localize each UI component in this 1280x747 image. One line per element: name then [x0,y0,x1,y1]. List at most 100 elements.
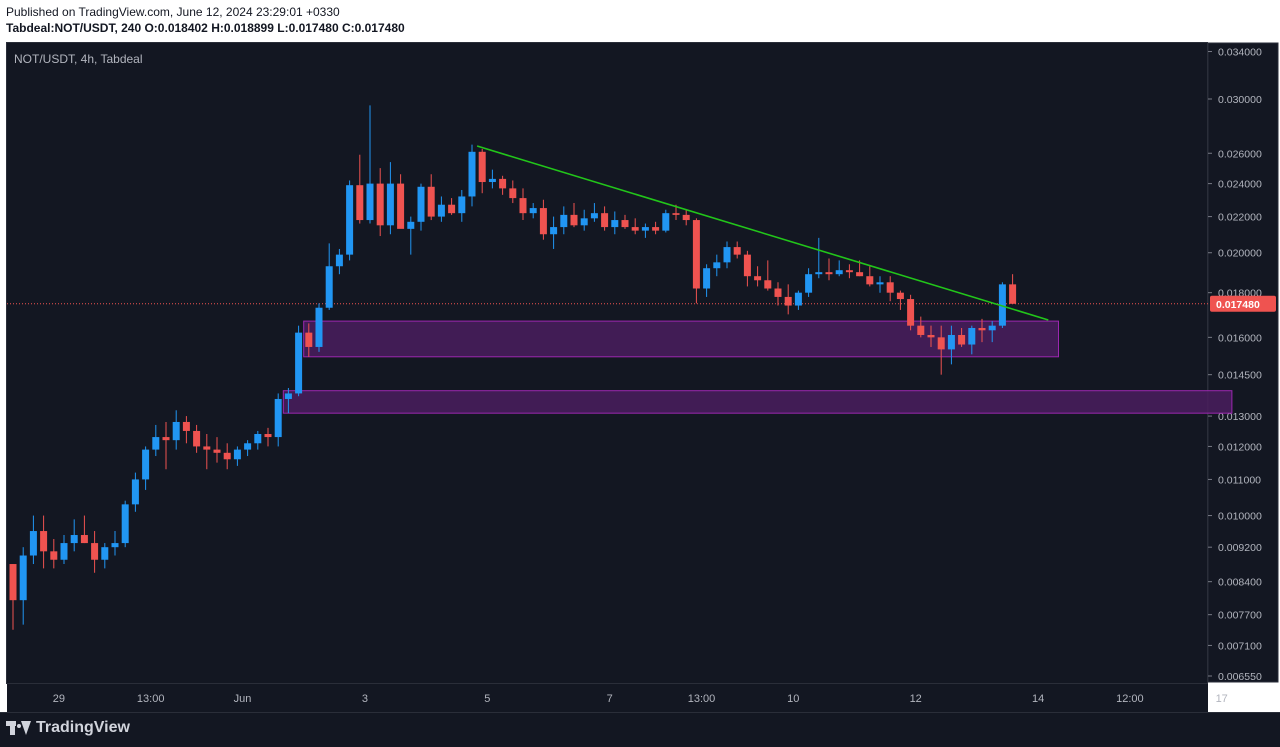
candle-body [101,547,109,560]
x-tick-label: 17 [1216,693,1228,705]
candle-body [672,213,680,215]
y-tick-label: 0.024000 [1218,179,1262,191]
candle-body [60,543,68,560]
candle-body [1009,284,1017,304]
x-tick-label: 13:00 [688,693,716,705]
candle-body [958,334,966,345]
candle-body [570,214,578,226]
candle-body [886,282,894,293]
candle-body [284,393,292,399]
candle-body [937,337,945,350]
candle-body [754,276,762,281]
x-tick-label: Jun [234,693,252,705]
candle-body [121,504,129,544]
candle-body [590,213,598,219]
candle-body [193,430,201,447]
candle-body [856,272,864,277]
candle-body [29,531,37,556]
candle-body [519,198,527,214]
candle-body [376,183,384,226]
candle-body [815,272,823,275]
candle-body [50,551,58,560]
candle-body [845,270,853,273]
candle-body [825,272,833,275]
candle-body [488,178,496,183]
y-tick-label: 0.016000 [1218,332,1262,344]
y-tick-label: 0.009200 [1218,542,1262,554]
y-tick-label: 0.007100 [1218,640,1262,652]
candle-body [305,332,313,347]
candle-body [223,452,231,460]
candle-body [70,535,78,544]
footer-bar [0,712,1280,747]
candle-body [437,204,445,217]
candle-body [947,334,955,350]
candle-body [723,247,731,263]
candle-body [386,183,394,226]
candle-body [346,185,354,255]
candle-body [19,555,27,601]
candle-body [652,227,660,231]
candle-body [244,443,252,450]
candle-body [611,220,619,228]
x-tick-label: 13:00 [137,693,165,705]
candle-body [805,274,813,293]
candle-body [366,183,374,221]
candle-body [529,208,537,214]
y-tick-label: 0.026000 [1218,148,1262,160]
candle-body [733,247,741,255]
tradingview-logo[interactable]: TradingView [6,717,130,739]
candle-body [142,449,150,480]
x-tick-label: 3 [362,693,368,705]
candle-body [203,446,211,450]
candle-body [233,449,241,460]
logo-text: TradingView [36,719,130,736]
candle-body [325,266,333,308]
x-tick-label: 10 [787,693,799,705]
candle-body [641,227,649,231]
time-axis [7,684,1208,712]
candle-body [998,284,1006,326]
y-tick-label: 0.030000 [1218,94,1262,106]
y-tick-label: 0.034000 [1218,47,1262,59]
price-axis [1207,42,1279,683]
x-tick-label: 5 [484,693,490,705]
y-tick-label: 0.007700 [1218,610,1262,622]
candle-body [621,220,629,228]
y-tick-label: 0.012000 [1218,441,1262,453]
candle-body [866,276,874,285]
candle-body [703,268,711,289]
candle-body [927,334,935,338]
candle-body [550,227,558,235]
candlestick-chart[interactable]: 0.034000 0.030000 0.026000 0.024000 0.022000… [0,0,1280,712]
x-tick-label: 7 [607,693,613,705]
x-tick-label: 12:00 [1116,693,1144,705]
candle-body [80,535,88,544]
candle-body [9,564,17,601]
candle-body [978,327,986,331]
x-tick-label: 14 [1032,693,1044,705]
last-price-badge [1210,295,1276,312]
candle-body [774,288,782,297]
candle-body [40,531,48,552]
candle-body [458,196,466,214]
candle-body [213,449,221,453]
candle-body [91,543,99,560]
candle-body [509,188,517,199]
candle-body [682,214,690,221]
candle-body [295,332,303,394]
support-zone [282,390,1233,414]
y-tick-label: 0.010000 [1218,511,1262,523]
chart-area[interactable] [6,42,1208,684]
y-tick-label: 0.013000 [1218,411,1262,423]
tradingview-logo-icon [6,721,32,735]
candle-body [631,227,639,231]
published-info: Published on TradingView.com, June 12, 2… [6,5,340,19]
candle-body [794,292,802,306]
ohlc-info: Tabdeal:NOT/USDT, 240 O:0.018402 H:0.018… [6,21,405,35]
candle-body [315,307,323,347]
x-tick-label: 12 [910,693,922,705]
y-tick-label: 0.011000 [1218,474,1261,486]
candle-body [907,299,915,326]
candle-body [601,213,609,228]
